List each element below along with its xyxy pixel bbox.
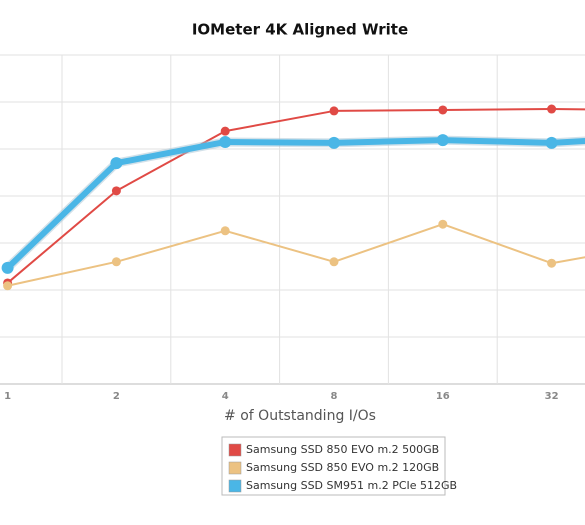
legend-label: Samsung SSD 850 EVO m.2 500GB <box>246 443 439 456</box>
x-tick-label: 8 <box>331 391 338 402</box>
data-point <box>438 219 448 229</box>
chart-title: IOMeter 4K Aligned Write <box>192 21 408 39</box>
grid <box>0 54 585 385</box>
data-point <box>438 105 448 115</box>
data-point <box>545 136 558 149</box>
data-point <box>3 281 13 291</box>
series-line <box>5 137 585 271</box>
data-point <box>219 135 232 148</box>
legend-label: Samsung SSD 850 EVO m.2 120GB <box>246 461 439 474</box>
data-point <box>220 126 230 136</box>
x-tick-label: 1 <box>4 391 11 402</box>
x-tick-label: 32 <box>545 391 559 402</box>
data-point <box>1 261 14 274</box>
series-line <box>7 223 585 287</box>
data-point <box>110 157 123 170</box>
legend-swatch <box>228 479 242 493</box>
data-point <box>329 106 339 116</box>
data-point <box>547 104 557 114</box>
data-point <box>436 134 449 147</box>
legend-swatch <box>228 461 242 475</box>
data-point <box>111 186 121 196</box>
legend-swatch <box>228 443 242 457</box>
data-point <box>328 136 340 149</box>
data-point <box>547 258 557 268</box>
data-point <box>220 226 230 236</box>
legend-label: Samsung SSD SM951 m.2 PCIe 512GB <box>246 479 457 492</box>
x-axis-label: # of Outstanding I/Os <box>224 408 376 424</box>
x-tick-label: 16 <box>436 391 450 402</box>
data-point <box>111 257 121 267</box>
data-point <box>329 257 339 267</box>
x-tick-label: 4 <box>222 391 229 402</box>
x-tick-label: 2 <box>113 391 120 402</box>
series-line-shadow <box>4 135 585 272</box>
legend <box>221 436 446 496</box>
